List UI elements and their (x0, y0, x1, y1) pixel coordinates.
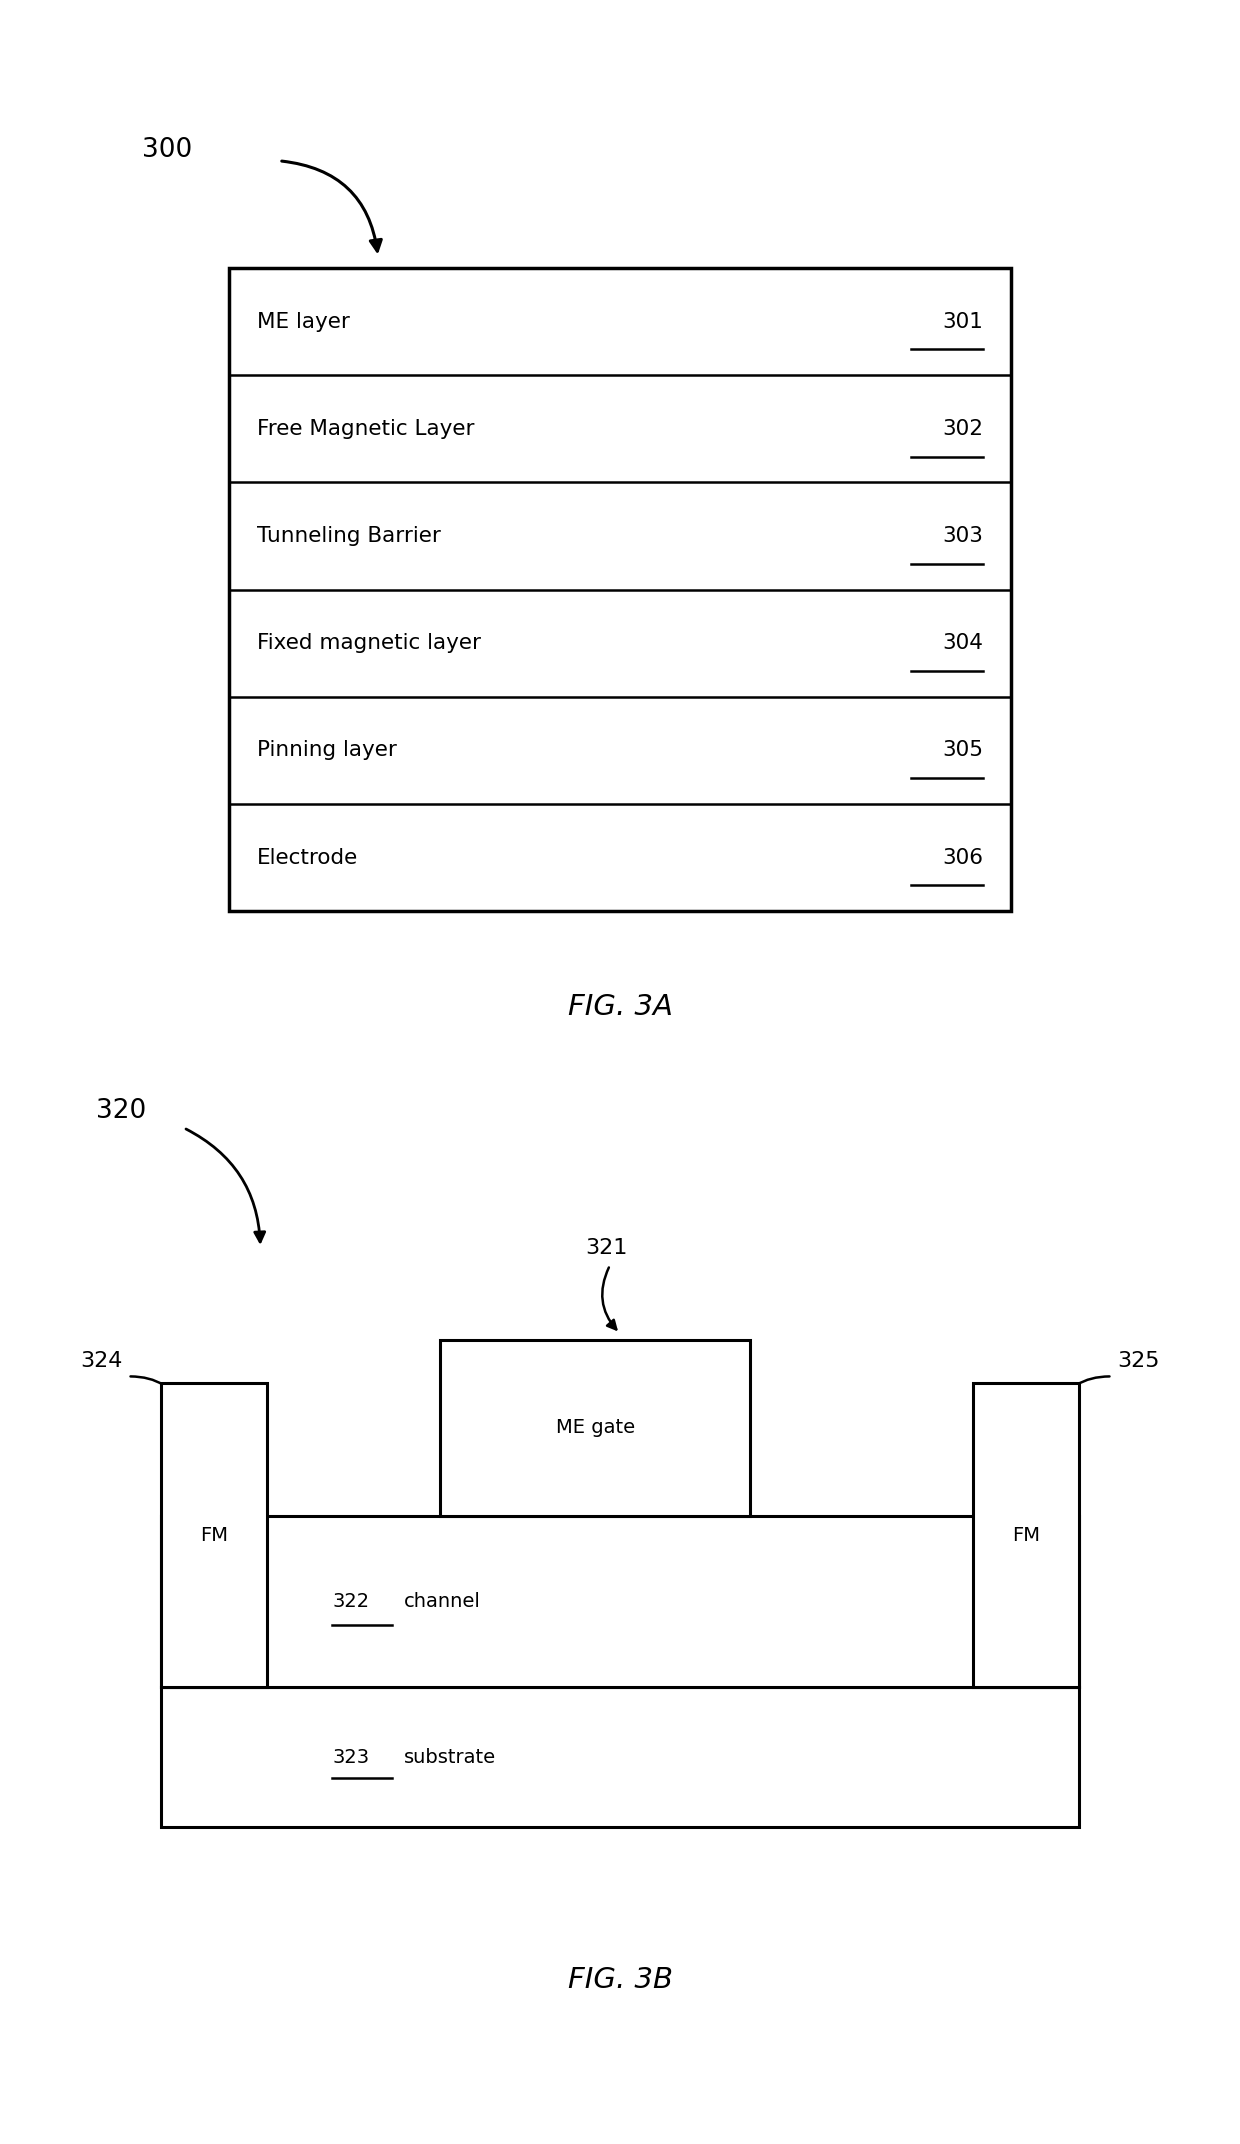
Text: 323: 323 (332, 1747, 370, 1767)
FancyArrowPatch shape (281, 161, 382, 251)
Text: channel: channel (404, 1593, 481, 1610)
Bar (161, 1516, 1079, 1687)
Text: 325: 325 (1117, 1351, 1159, 1372)
Text: FM: FM (200, 1527, 228, 1544)
Text: FM: FM (1012, 1527, 1040, 1544)
Text: ME gate: ME gate (556, 1419, 635, 1436)
Bar (161, 1383, 267, 1687)
Text: 302: 302 (942, 418, 983, 440)
Text: 305: 305 (942, 740, 983, 761)
FancyArrowPatch shape (603, 1267, 616, 1329)
FancyArrowPatch shape (1055, 1376, 1110, 1411)
Bar (440, 1340, 750, 1516)
Text: 300: 300 (143, 137, 192, 163)
Text: Pinning layer: Pinning layer (257, 740, 397, 761)
Bar (161, 1687, 1079, 1827)
Text: ME layer: ME layer (257, 311, 350, 332)
Text: Free Magnetic Layer: Free Magnetic Layer (257, 418, 474, 440)
Text: Fixed magnetic layer: Fixed magnetic layer (257, 632, 481, 654)
FancyArrowPatch shape (186, 1130, 264, 1241)
Text: 306: 306 (942, 847, 983, 868)
Text: 320: 320 (97, 1098, 146, 1123)
Text: 303: 303 (942, 525, 983, 547)
FancyArrowPatch shape (130, 1376, 185, 1411)
Text: Electrode: Electrode (257, 847, 358, 868)
Bar (229, 268, 1011, 911)
Text: FIG. 3A: FIG. 3A (568, 993, 672, 1021)
Text: 301: 301 (942, 311, 983, 332)
Text: Tunneling Barrier: Tunneling Barrier (257, 525, 440, 547)
Text: 304: 304 (942, 632, 983, 654)
Text: 324: 324 (81, 1351, 123, 1372)
Text: substrate: substrate (404, 1747, 496, 1767)
Text: FIG. 3B: FIG. 3B (568, 1966, 672, 1994)
Text: 322: 322 (332, 1593, 370, 1610)
Text: 321: 321 (585, 1237, 627, 1259)
Bar (973, 1383, 1079, 1687)
